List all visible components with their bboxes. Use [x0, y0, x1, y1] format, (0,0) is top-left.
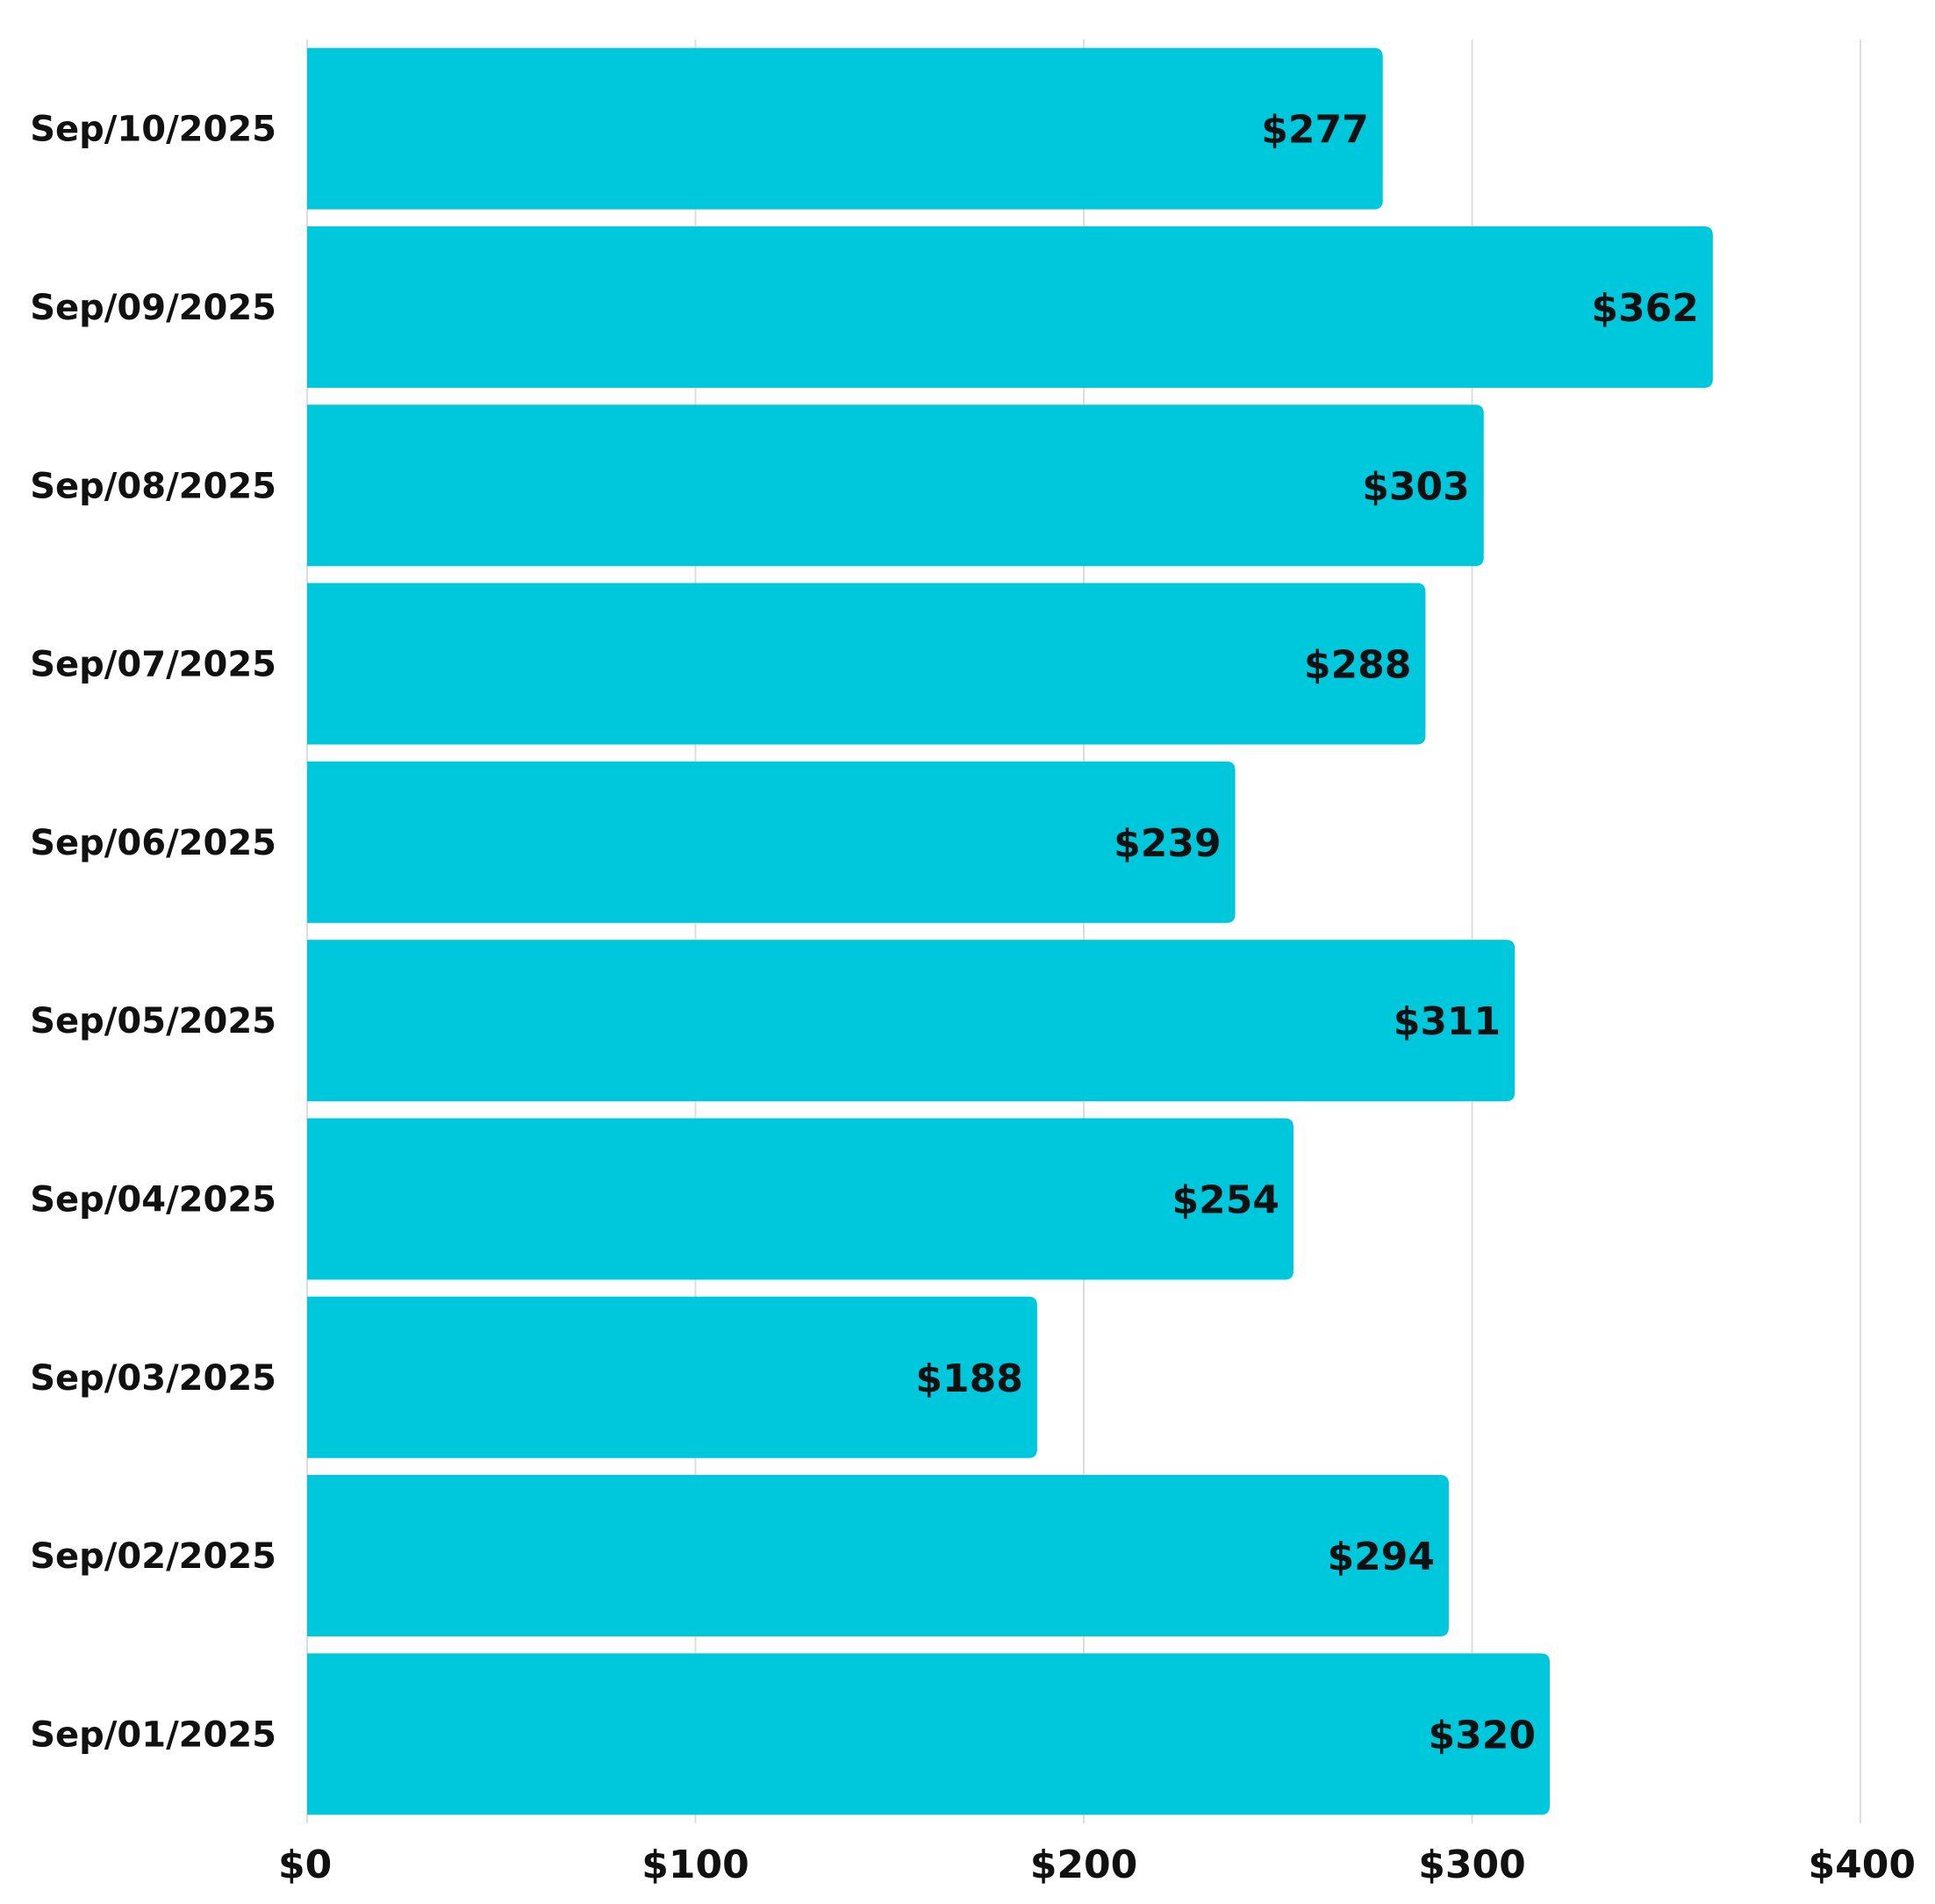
bar — [307, 1475, 1449, 1637]
category-label: Sep/02/2025 — [30, 1536, 276, 1577]
bars — [307, 47, 1713, 1815]
bar — [307, 1118, 1294, 1280]
value-label: $311 — [1394, 999, 1501, 1044]
bar — [307, 940, 1516, 1102]
bar — [307, 47, 1383, 210]
bar — [307, 1653, 1550, 1815]
value-label: $239 — [1114, 821, 1221, 866]
value-label: $254 — [1172, 1177, 1279, 1222]
category-label: Sep/05/2025 — [30, 1001, 276, 1041]
bar — [307, 225, 1713, 388]
category-label: Sep/03/2025 — [30, 1358, 276, 1399]
value-label: $188 — [915, 1356, 1022, 1401]
category-labels: Sep/10/2025 Sep/09/2025 Sep/08/2025 Sep/07/… — [30, 110, 276, 1756]
x-tick-label: $100 — [641, 1843, 749, 1887]
value-label: $303 — [1362, 464, 1469, 509]
category-label: Sep/04/2025 — [30, 1179, 276, 1220]
bar — [307, 761, 1236, 923]
x-axis-ticks: $0 $100 $200 $300 $400 — [278, 1843, 1916, 1887]
bar — [307, 404, 1484, 567]
value-label: $362 — [1591, 286, 1698, 331]
category-label: Sep/08/2025 — [30, 466, 276, 506]
category-label: Sep/07/2025 — [30, 645, 276, 685]
bar — [307, 583, 1426, 745]
value-label: $288 — [1304, 643, 1411, 688]
x-tick-label: $400 — [1809, 1843, 1916, 1887]
value-label: $277 — [1261, 108, 1368, 153]
value-label: $294 — [1327, 1535, 1434, 1579]
x-tick-label: $0 — [278, 1843, 332, 1887]
value-label: $320 — [1429, 1713, 1536, 1757]
category-label: Sep/09/2025 — [30, 288, 276, 328]
x-tick-label: $300 — [1418, 1843, 1525, 1887]
x-tick-label: $200 — [1030, 1843, 1137, 1887]
category-label: Sep/01/2025 — [30, 1714, 276, 1755]
category-label: Sep/06/2025 — [30, 823, 276, 863]
category-label: Sep/10/2025 — [30, 110, 276, 150]
bar — [307, 1296, 1037, 1458]
value-labels: $277 $362 $303 $288 $239 $311 $254 $188 $294 $320 — [915, 108, 1698, 1758]
